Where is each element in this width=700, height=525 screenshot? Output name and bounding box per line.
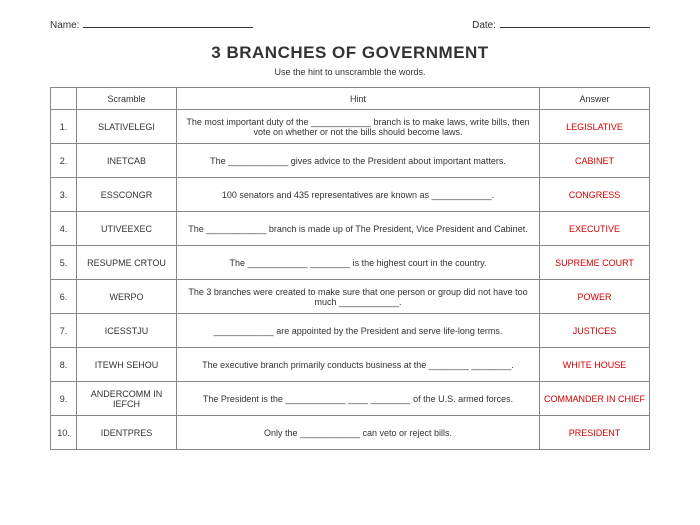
name-label: Name: <box>50 20 79 31</box>
answer-cell: CONGRESS <box>540 178 650 212</box>
col-header-answer: Answer <box>540 88 650 110</box>
answer-cell: JUSTICES <box>540 314 650 348</box>
table-row: 1.SLATIVELEGIThe most important duty of … <box>51 110 650 144</box>
row-number: 2. <box>51 144 77 178</box>
answer-cell: COMMANDER IN CHIEF <box>540 382 650 416</box>
worksheet-title: 3 BRANCHES OF GOVERNMENT <box>50 43 650 63</box>
hint-cell: The most important duty of the _________… <box>177 110 540 144</box>
scramble-cell: IDENTPRES <box>77 416 177 450</box>
row-number: 9. <box>51 382 77 416</box>
header-fields: Name: Date: <box>50 20 650 31</box>
answer-cell: WHITE HOUSE <box>540 348 650 382</box>
row-number: 10. <box>51 416 77 450</box>
col-header-blank <box>51 88 77 110</box>
answer-cell: POWER <box>540 280 650 314</box>
table-row: 9.ANDERCOMM IN IEFCHThe President is the… <box>51 382 650 416</box>
row-number: 5. <box>51 246 77 280</box>
scramble-cell: ITEWH SEHOU <box>77 348 177 382</box>
row-number: 7. <box>51 314 77 348</box>
date-line[interactable] <box>500 27 650 28</box>
hint-cell: Only the ____________ can veto or reject… <box>177 416 540 450</box>
hint-cell: The ____________ gives advice to the Pre… <box>177 144 540 178</box>
table-row: 2.INETCABThe ____________ gives advice t… <box>51 144 650 178</box>
scramble-cell: ESSCONGR <box>77 178 177 212</box>
hint-cell: The executive branch primarily conducts … <box>177 348 540 382</box>
hint-cell: The ____________ branch is made up of Th… <box>177 212 540 246</box>
scramble-cell: ANDERCOMM IN IEFCH <box>77 382 177 416</box>
row-number: 8. <box>51 348 77 382</box>
table-row: 3.ESSCONGR100 senators and 435 represent… <box>51 178 650 212</box>
hint-cell: The ____________ ________ is the highest… <box>177 246 540 280</box>
name-field: Name: <box>50 20 253 31</box>
table-row: 8.ITEWH SEHOUThe executive branch primar… <box>51 348 650 382</box>
worksheet-table: Scramble Hint Answer 1.SLATIVELEGIThe mo… <box>50 87 650 450</box>
row-number: 6. <box>51 280 77 314</box>
hint-cell: The President is the ____________ ____ _… <box>177 382 540 416</box>
table-row: 10.IDENTPRESOnly the ____________ can ve… <box>51 416 650 450</box>
scramble-cell: WERPO <box>77 280 177 314</box>
hint-cell: 100 senators and 435 representatives are… <box>177 178 540 212</box>
scramble-cell: RESUPME CRTOU <box>77 246 177 280</box>
table-row: 4.UTIVEEXECThe ____________ branch is ma… <box>51 212 650 246</box>
name-line[interactable] <box>83 27 253 28</box>
scramble-cell: ICESSTJU <box>77 314 177 348</box>
answer-cell: EXECUTIVE <box>540 212 650 246</box>
row-number: 3. <box>51 178 77 212</box>
table-row: 6.WERPOThe 3 branches were created to ma… <box>51 280 650 314</box>
date-label: Date: <box>472 20 496 31</box>
hint-cell: The 3 branches were created to make sure… <box>177 280 540 314</box>
hint-cell: ____________ are appointed by the Presid… <box>177 314 540 348</box>
table-header-row: Scramble Hint Answer <box>51 88 650 110</box>
worksheet-subtitle: Use the hint to unscramble the words. <box>50 67 650 77</box>
answer-cell: CABINET <box>540 144 650 178</box>
scramble-cell: INETCAB <box>77 144 177 178</box>
table-row: 5.RESUPME CRTOUThe ____________ ________… <box>51 246 650 280</box>
row-number: 4. <box>51 212 77 246</box>
col-header-scramble: Scramble <box>77 88 177 110</box>
col-header-hint: Hint <box>177 88 540 110</box>
answer-cell: SUPREME COURT <box>540 246 650 280</box>
scramble-cell: SLATIVELEGI <box>77 110 177 144</box>
table-row: 7.ICESSTJU____________ are appointed by … <box>51 314 650 348</box>
scramble-cell: UTIVEEXEC <box>77 212 177 246</box>
answer-cell: LEGISLATIVE <box>540 110 650 144</box>
date-field: Date: <box>472 20 650 31</box>
row-number: 1. <box>51 110 77 144</box>
answer-cell: PRESIDENT <box>540 416 650 450</box>
